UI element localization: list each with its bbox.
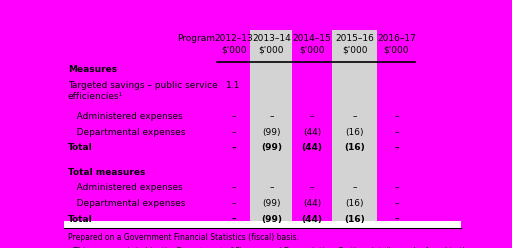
Text: –: – xyxy=(231,143,236,152)
Text: –: – xyxy=(310,183,314,192)
Text: $'000: $'000 xyxy=(259,46,284,55)
Bar xyxy=(332,213,377,228)
Text: (16): (16) xyxy=(344,215,365,224)
Bar xyxy=(332,166,377,181)
Bar xyxy=(250,126,292,141)
Text: Measures: Measures xyxy=(68,65,117,74)
Bar xyxy=(64,30,461,63)
Text: (44): (44) xyxy=(303,128,321,137)
Text: Total measures: Total measures xyxy=(68,168,145,177)
Text: –: – xyxy=(394,112,398,121)
Text: (16): (16) xyxy=(344,143,365,152)
Text: –: – xyxy=(394,199,398,208)
Bar xyxy=(250,79,292,110)
Text: Program: Program xyxy=(177,33,215,43)
Text: –: – xyxy=(231,128,236,137)
Bar xyxy=(332,181,377,197)
Text: –: – xyxy=(231,183,236,192)
Bar xyxy=(250,213,292,228)
Bar xyxy=(250,30,292,63)
Text: –: – xyxy=(269,183,273,192)
Bar xyxy=(332,141,377,157)
Text: –: – xyxy=(394,143,398,152)
Text: Total: Total xyxy=(68,143,93,152)
Text: (16): (16) xyxy=(346,199,364,208)
Bar xyxy=(250,63,292,79)
Bar xyxy=(250,166,292,181)
Bar xyxy=(332,110,377,126)
Bar xyxy=(332,63,377,79)
Text: (99): (99) xyxy=(262,199,281,208)
Bar xyxy=(250,181,292,197)
Text: 2014–15: 2014–15 xyxy=(293,33,331,43)
Text: Departmental expenses: Departmental expenses xyxy=(68,199,185,208)
Text: –: – xyxy=(231,215,236,224)
Bar xyxy=(250,141,292,157)
Text: Departmental expenses: Departmental expenses xyxy=(68,128,185,137)
Bar xyxy=(332,126,377,141)
Text: –: – xyxy=(352,183,357,192)
Text: $'000: $'000 xyxy=(383,46,409,55)
Text: –: – xyxy=(394,128,398,137)
Bar xyxy=(332,79,377,110)
Text: (44): (44) xyxy=(303,199,321,208)
Text: 2012–13: 2012–13 xyxy=(214,33,253,43)
Text: –: – xyxy=(269,112,273,121)
Text: –: – xyxy=(394,215,398,224)
Text: $'000: $'000 xyxy=(221,46,246,55)
Text: (99): (99) xyxy=(261,143,282,152)
Bar xyxy=(250,157,292,166)
Text: –: – xyxy=(310,112,314,121)
Text: $'000: $'000 xyxy=(342,46,368,55)
Text: –: – xyxy=(394,183,398,192)
Text: Targeted savings – public service
efficiencies¹: Targeted savings – public service effici… xyxy=(68,81,218,101)
Text: (99): (99) xyxy=(262,128,281,137)
Text: ¹ This measure is led by the Department of Finance and Deregulation. Further det: ¹ This measure is led by the Department … xyxy=(68,247,472,248)
Bar xyxy=(250,197,292,213)
Text: Administered expenses: Administered expenses xyxy=(68,183,183,192)
Bar xyxy=(332,30,377,63)
Text: 2015–16: 2015–16 xyxy=(335,33,374,43)
Text: 2013–14: 2013–14 xyxy=(252,33,291,43)
Text: $'000: $'000 xyxy=(299,46,325,55)
Text: (44): (44) xyxy=(302,143,323,152)
Text: 1.1: 1.1 xyxy=(226,81,241,90)
Bar xyxy=(64,221,461,228)
Text: –: – xyxy=(231,199,236,208)
Text: Administered expenses: Administered expenses xyxy=(68,112,183,121)
Bar xyxy=(332,197,377,213)
Bar xyxy=(250,110,292,126)
Text: 2016–17: 2016–17 xyxy=(377,33,416,43)
Text: –: – xyxy=(352,112,357,121)
Text: –: – xyxy=(231,112,236,121)
Text: (44): (44) xyxy=(302,215,323,224)
Bar xyxy=(332,157,377,166)
Text: (16): (16) xyxy=(346,128,364,137)
Text: Total: Total xyxy=(68,215,93,224)
Text: (99): (99) xyxy=(261,215,282,224)
Text: Prepared on a Government Financial Statistics (fiscal) basis.: Prepared on a Government Financial Stati… xyxy=(68,233,299,242)
